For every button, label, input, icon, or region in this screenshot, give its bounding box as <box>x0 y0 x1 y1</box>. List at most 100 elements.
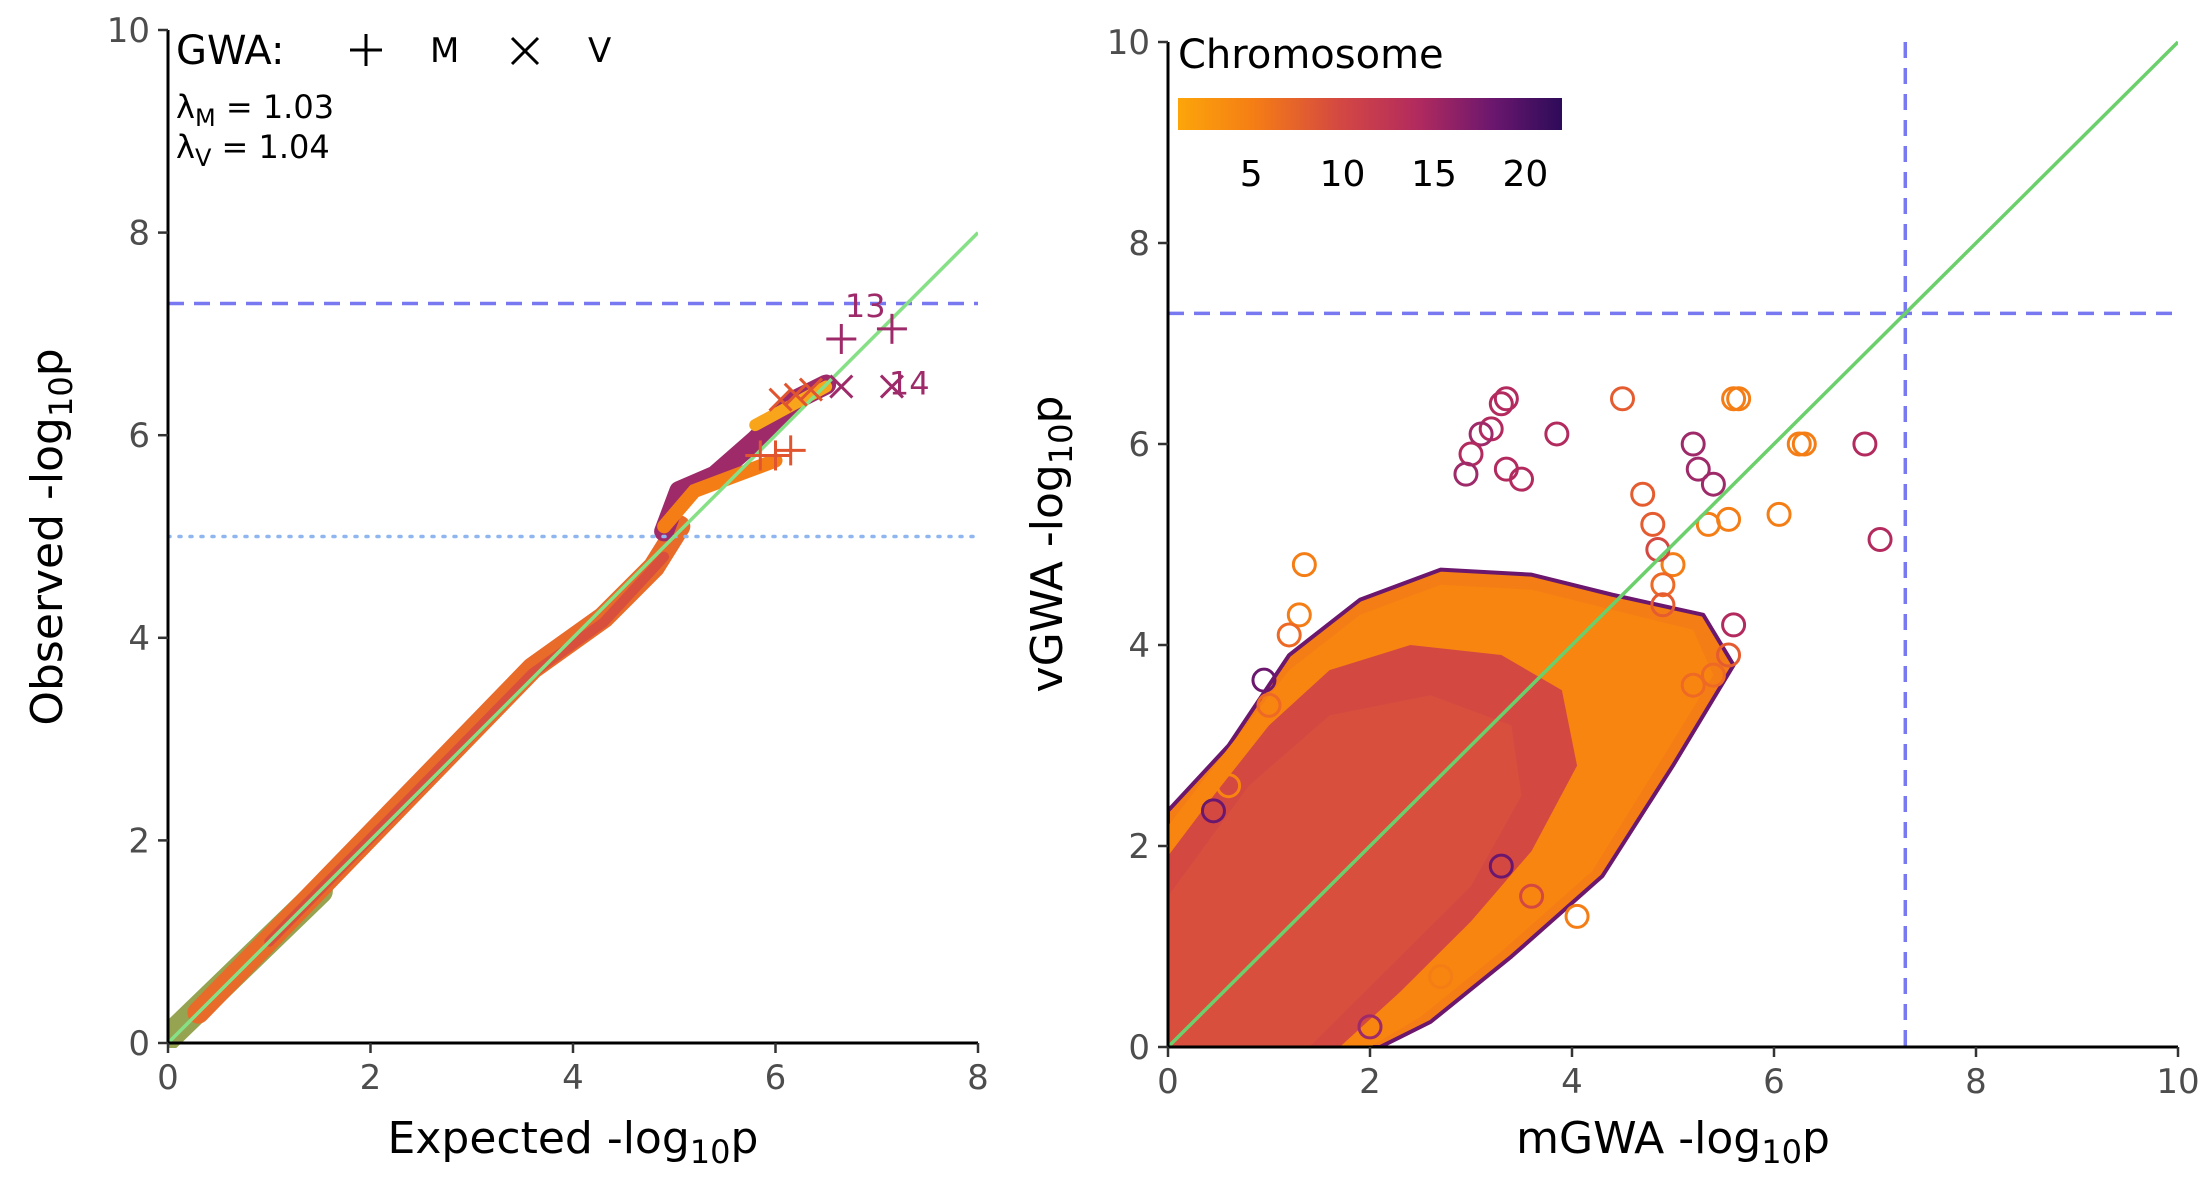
qq-point-m <box>876 313 907 344</box>
scatter-point <box>1256 692 1282 718</box>
scatter-x-tick-label: 8 <box>1965 1062 1987 1102</box>
scatter-point <box>1791 431 1817 457</box>
scatter-point <box>1680 672 1706 698</box>
scatter-y-tick-label: 6 <box>1128 425 1150 465</box>
legend-title: GWA: <box>176 28 285 74</box>
plus-marker-icon <box>350 34 382 66</box>
qq-x-axis-title: Expected -log10p <box>388 1113 759 1171</box>
scatter-y-tick-label: 8 <box>1128 224 1150 264</box>
qq-y-ticks: 0 2 4 6 8 10 <box>107 11 168 1064</box>
scatter-x-ticks: 0 2 4 6 8 10 <box>1157 1047 2200 1102</box>
scatter-point <box>1695 511 1721 537</box>
colorbar-ticks: 5 10 15 20 <box>1240 154 1549 195</box>
qq-point-v <box>783 382 808 407</box>
scatter-x-axis-title: mGWA -log10p <box>1516 1113 1830 1171</box>
scatter-x-tick-label: 6 <box>1763 1062 1785 1102</box>
colorbar-tick-label: 20 <box>1503 154 1549 195</box>
qq-x-tick-label: 6 <box>765 1058 787 1098</box>
scatter-y-tick-label: 10 <box>1107 23 1150 63</box>
qq-reference-diagonal <box>168 231 978 1045</box>
scatter-point <box>1766 501 1792 527</box>
chromosome-colorbar: Chromosome 5 10 15 20 <box>1178 32 1562 195</box>
scatter-point <box>1468 421 1494 447</box>
qq-y-tick-label: 10 <box>107 11 150 51</box>
qq-y-tick-label: 2 <box>128 821 150 861</box>
scatter-point <box>1610 386 1635 412</box>
scatter-point <box>1852 431 1878 457</box>
scatter-point <box>1716 642 1742 668</box>
legend-label-m: M <box>430 31 459 71</box>
colorbar-tick-label: 10 <box>1320 154 1366 195</box>
scatter-point <box>1630 481 1656 507</box>
colorbar-tick-label: 15 <box>1411 154 1457 195</box>
scatter-point <box>1519 883 1545 909</box>
qq-x-tick-label: 0 <box>157 1058 179 1098</box>
qq-y-axis-title: Observed -log10p <box>22 348 80 725</box>
scatter-point <box>1650 592 1676 618</box>
scatter-point <box>1251 667 1277 693</box>
scatter-point <box>1216 773 1242 799</box>
scatter-y-tick-label: 2 <box>1128 827 1150 867</box>
qq-point-v <box>829 374 854 399</box>
scatter-y-tick-label: 4 <box>1128 626 1150 666</box>
scatter-point <box>1726 386 1752 412</box>
qq-labeled-points <box>745 313 907 471</box>
cross-marker-icon <box>510 36 540 66</box>
scatter-point <box>1488 853 1514 879</box>
scatter-point <box>1721 612 1747 638</box>
scatter-point <box>1650 572 1676 598</box>
scatter-point <box>1276 622 1302 648</box>
scatter-plot-area <box>1168 40 2178 1048</box>
qq-x-ticks: 0 2 4 6 8 <box>157 1043 989 1098</box>
scatter-point <box>1786 431 1812 457</box>
scatter-point <box>1721 386 1747 412</box>
scatter-point <box>1509 466 1534 492</box>
qq-x-tick-label: 4 <box>562 1058 584 1098</box>
scatter-point <box>1640 511 1666 537</box>
scatter-point <box>1357 1014 1383 1040</box>
scatter-point <box>1680 431 1706 457</box>
scatter-point <box>1453 461 1479 487</box>
scatter-dense-cloud <box>1168 567 1736 1048</box>
scatter-x-tick-label: 0 <box>1157 1062 1179 1102</box>
scatter-x-tick-label: 10 <box>2156 1062 2199 1102</box>
scatter-point <box>1286 602 1312 628</box>
annotation-chr14: 14 <box>889 365 930 403</box>
annotation-chr13: 13 <box>845 287 886 325</box>
scatter-point <box>1291 552 1317 578</box>
scatter-point <box>1660 552 1686 578</box>
scatter-point <box>1428 964 1454 990</box>
qq-point-v <box>798 377 823 402</box>
scatter-point <box>1716 506 1742 532</box>
qq-plot-panel: 0 2 4 6 8 0 2 4 6 8 10 Expected -log10p Observed … <box>22 11 989 1171</box>
scatter-reference-diagonal <box>1168 40 2178 1048</box>
gwa-legend: GWA: M V <box>176 28 611 74</box>
scatter-point <box>1200 798 1226 824</box>
scatter-y-tick-label: 0 <box>1128 1028 1150 1068</box>
scatter-point <box>1493 456 1519 482</box>
qq-plot-area <box>168 231 978 1048</box>
colorbar-title: Chromosome <box>1178 32 1444 78</box>
qq-y-tick-label: 0 <box>128 1024 150 1064</box>
qq-point-m <box>775 435 806 466</box>
qq-point-m <box>745 440 776 471</box>
qq-y-tick-label: 6 <box>128 416 150 456</box>
scatter-point <box>1488 391 1514 417</box>
scatter-point <box>1493 386 1519 412</box>
qq-point-v <box>879 374 904 399</box>
scatter-panel: 0 2 4 6 8 10 0 2 4 6 8 10 mGWA -log10p vGWA -log10… <box>1022 23 2200 1171</box>
scatter-outlier-points <box>1200 386 1893 1040</box>
qq-x-tick-label: 2 <box>360 1058 382 1098</box>
qq-x-tick-label: 8 <box>967 1058 989 1098</box>
scatter-point <box>1564 903 1590 929</box>
scatter-point <box>1544 421 1570 447</box>
qq-y-tick-label: 8 <box>128 214 150 254</box>
scatter-y-ticks: 0 2 4 6 8 10 <box>1107 23 1168 1068</box>
scatter-point <box>1867 526 1893 552</box>
qq-point-v <box>768 387 793 412</box>
lambda-m-text: λM = 1.03 <box>176 88 334 132</box>
scatter-point <box>1685 456 1711 482</box>
qq-point-m <box>826 323 857 354</box>
lambda-v-text: λV = 1.04 <box>176 128 330 172</box>
